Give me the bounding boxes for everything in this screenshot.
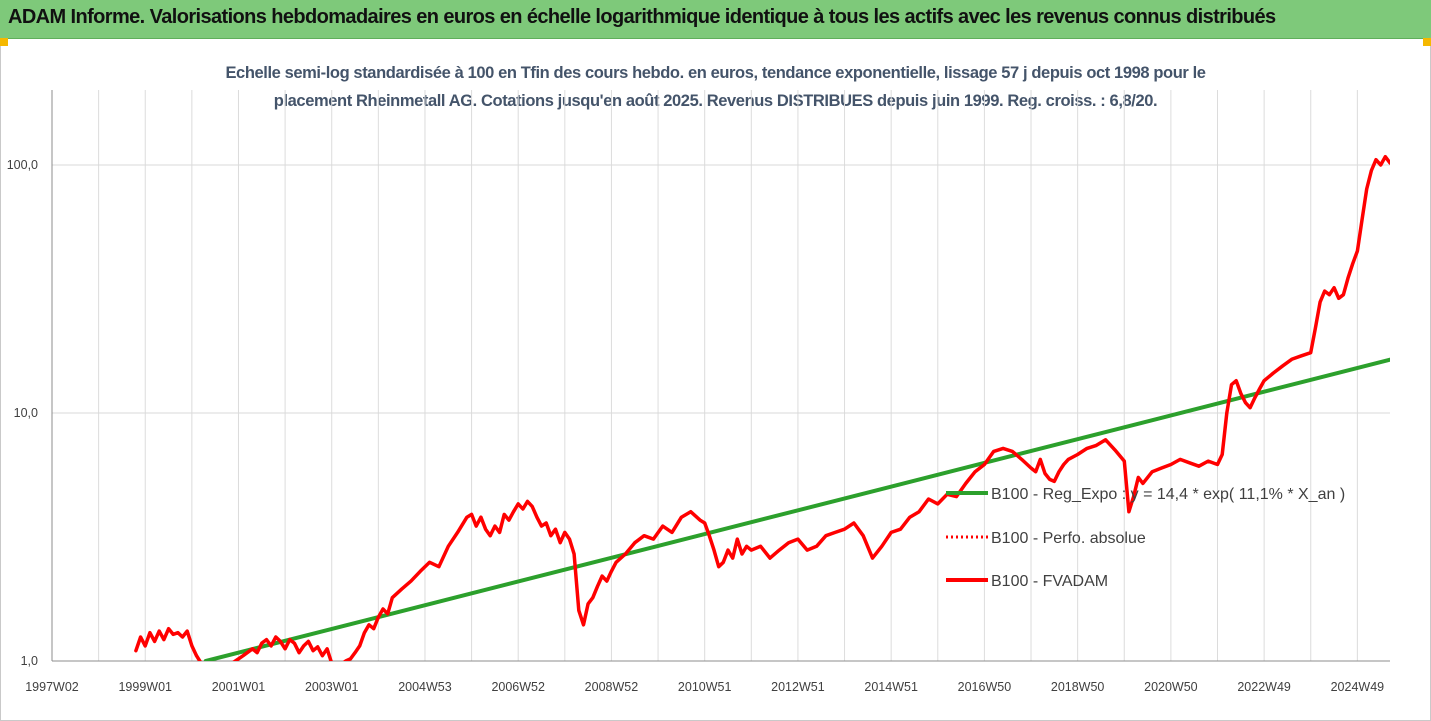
y-tick-label: 100,0 (7, 158, 38, 172)
legend-label-1: B100 - Perfo. absolue (991, 530, 1146, 547)
axes: 1,0 10,0 100,0 1997W02 1999W01 2001W01 2003W01… (7, 90, 1390, 694)
left-corner-marker (0, 38, 8, 46)
header-bar: ADAM Informe. Valorisations hebdomadaire… (0, 0, 1431, 39)
x-tick-label: 2012W51 (771, 680, 825, 694)
series-line-0 (203, 357, 1390, 661)
y-tick-label: 10,0 (14, 406, 38, 420)
x-tick-label: 2024W49 (1331, 680, 1385, 694)
gridlines (51, 90, 1390, 662)
chart-title-line1: Echelle semi-log standardisée à 100 en T… (225, 64, 1206, 82)
legend-label-2: B100 - FVADAM (991, 573, 1108, 590)
x-tick-label: 2020W50 (1144, 680, 1198, 694)
x-tick-label: 2022W49 (1237, 680, 1291, 694)
x-tick-label: 2003W01 (305, 680, 359, 694)
chart-title-line2: placement Rheinmetall AG. Cotations jusq… (273, 92, 1158, 110)
x-tick-label: 2016W50 (958, 680, 1012, 694)
x-tick-label: 2014W51 (864, 680, 918, 694)
series-line-2 (134, 154, 1390, 661)
legend: B100 - Reg_Expo : y = 14,4 * exp( 11,1% … (946, 486, 1345, 590)
x-tick-label: 1999W01 (118, 680, 172, 694)
x-tick-label: 2004W53 (398, 680, 452, 694)
x-tick-label: 2010W51 (678, 680, 732, 694)
y-tick-label: 1,0 (21, 654, 38, 668)
x-tick-label: 2018W50 (1051, 680, 1105, 694)
legend-label-0: B100 - Reg_Expo : y = 14,4 * exp( 11,1% … (991, 486, 1345, 503)
x-tick-label: 1997W02 (25, 680, 79, 694)
page-title: ADAM Informe. Valorisations hebdomadaire… (8, 6, 1276, 28)
x-tick-label: 2008W52 (585, 680, 639, 694)
series-lines (134, 154, 1390, 661)
right-corner-marker (1423, 38, 1431, 46)
x-tick-label: 2006W52 (491, 680, 545, 694)
x-tick-label: 2001W01 (212, 680, 266, 694)
